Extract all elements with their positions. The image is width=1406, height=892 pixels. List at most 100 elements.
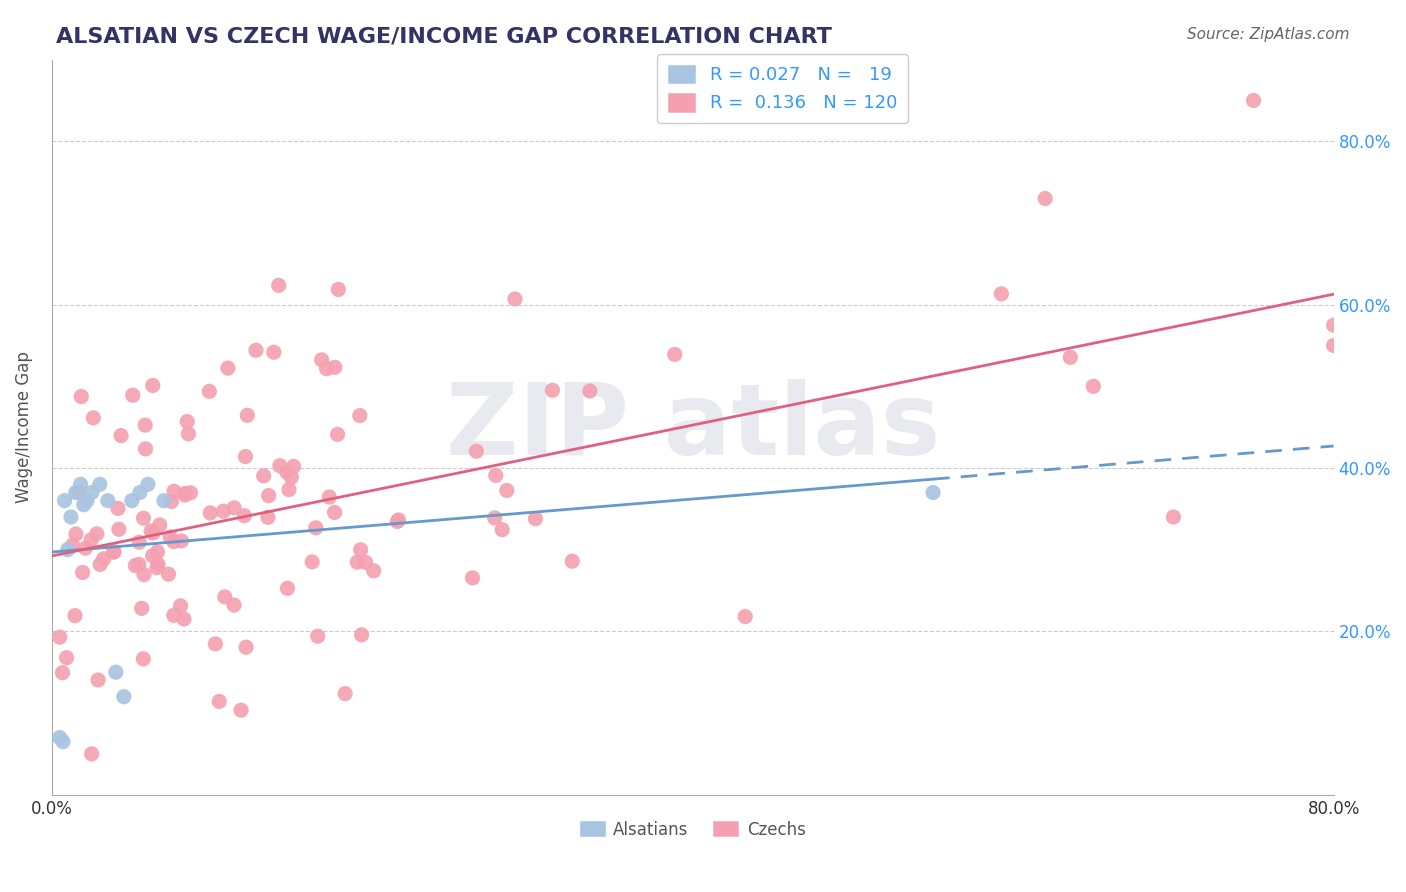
Point — [224, 500, 246, 515]
Point — [235, 450, 257, 464]
Point — [49, 630, 72, 644]
Point — [990, 286, 1012, 301]
Point — [354, 555, 377, 569]
Point — [495, 483, 517, 498]
Point — [146, 560, 169, 574]
Point — [318, 490, 340, 504]
Point — [72, 566, 94, 580]
Point — [305, 521, 328, 535]
Point — [222, 598, 245, 612]
Point — [217, 361, 239, 376]
Point — [1033, 191, 1056, 205]
Point — [198, 384, 221, 399]
Point — [163, 484, 186, 499]
Point — [107, 501, 129, 516]
Point — [177, 426, 200, 441]
Text: ALSATIAN VS CZECH WAGE/INCOME GAP CORRELATION CHART: ALSATIAN VS CZECH WAGE/INCOME GAP CORREL… — [56, 27, 832, 46]
Point — [346, 555, 368, 569]
Point — [503, 292, 526, 306]
Point — [110, 428, 132, 442]
Point — [169, 599, 191, 613]
Point — [561, 554, 583, 568]
Point — [63, 608, 86, 623]
Point — [578, 384, 600, 398]
Point — [128, 558, 150, 572]
Point — [465, 444, 488, 458]
Point — [67, 485, 90, 500]
Point — [350, 628, 373, 642]
Point — [124, 558, 146, 573]
Point — [323, 360, 346, 375]
Point — [350, 542, 373, 557]
Point — [326, 427, 349, 442]
Point — [69, 477, 91, 491]
Point — [236, 409, 259, 423]
Point — [524, 511, 547, 525]
Point — [174, 486, 197, 500]
Point — [214, 590, 236, 604]
Point — [235, 640, 257, 655]
Point — [276, 465, 298, 479]
Point — [311, 352, 333, 367]
Point — [52, 734, 75, 748]
Point — [269, 458, 291, 473]
Point — [257, 510, 280, 524]
Point — [108, 522, 131, 536]
Point — [80, 533, 103, 547]
Point — [349, 409, 371, 423]
Point — [922, 485, 945, 500]
Point — [132, 567, 155, 582]
Point — [87, 673, 110, 687]
Point — [174, 488, 197, 502]
Point — [160, 494, 183, 508]
Point — [333, 687, 356, 701]
Point — [163, 608, 186, 623]
Text: ZIP atlas: ZIP atlas — [446, 378, 939, 475]
Point — [278, 483, 301, 497]
Point — [112, 690, 135, 704]
Point — [53, 493, 76, 508]
Point — [1059, 351, 1081, 365]
Point — [179, 485, 201, 500]
Point — [1243, 94, 1265, 108]
Point — [664, 347, 686, 361]
Point — [76, 493, 98, 508]
Point — [484, 511, 506, 525]
Point — [128, 535, 150, 549]
Point — [363, 564, 385, 578]
Point — [204, 637, 226, 651]
Point — [263, 345, 285, 359]
Point — [65, 485, 87, 500]
Point — [89, 558, 111, 572]
Point — [153, 493, 176, 508]
Point — [245, 343, 267, 358]
Point — [103, 545, 125, 559]
Point — [200, 506, 222, 520]
Point — [233, 508, 256, 523]
Point — [73, 498, 96, 512]
Point — [280, 470, 302, 484]
Point — [134, 418, 156, 433]
Point — [173, 612, 195, 626]
Point — [51, 665, 73, 680]
Point — [163, 534, 186, 549]
Point — [170, 533, 193, 548]
Point — [142, 526, 165, 541]
Point — [89, 477, 111, 491]
Y-axis label: Wage/Income Gap: Wage/Income Gap — [15, 351, 32, 503]
Point — [328, 282, 350, 296]
Point — [1323, 318, 1346, 333]
Point — [132, 652, 155, 666]
Point — [149, 518, 172, 533]
Point — [80, 747, 103, 761]
Point — [65, 527, 87, 541]
Point — [208, 694, 231, 708]
Point — [59, 510, 82, 524]
Point — [62, 538, 84, 552]
Point — [142, 378, 165, 392]
Point — [132, 511, 155, 525]
Point — [485, 468, 508, 483]
Point — [257, 489, 280, 503]
Point — [55, 650, 77, 665]
Point — [307, 629, 329, 643]
